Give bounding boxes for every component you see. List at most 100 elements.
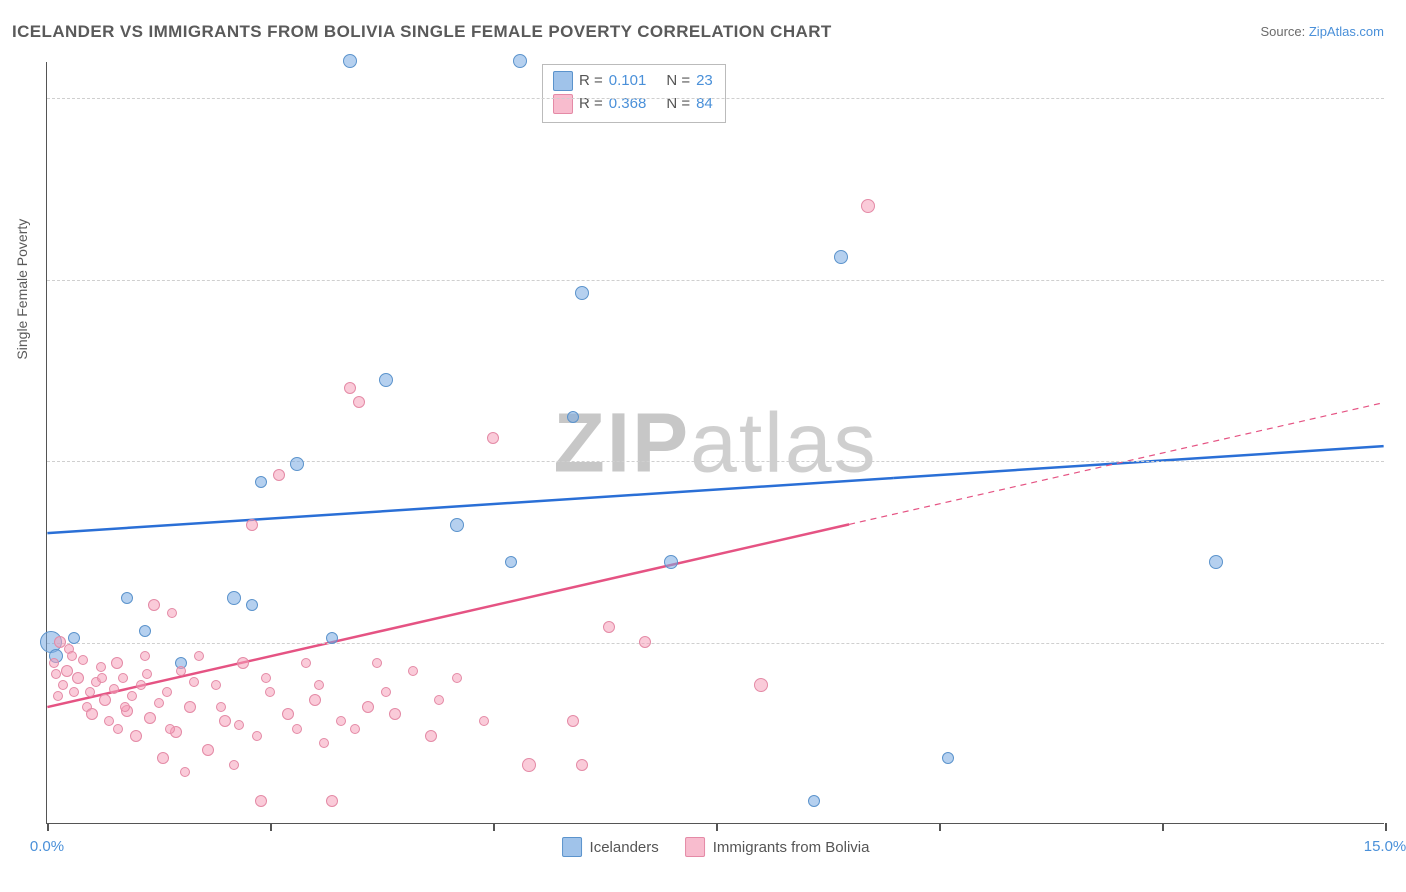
x-tick-label: 15.0% <box>1364 838 1406 855</box>
gridline <box>47 643 1384 644</box>
data-point-pink <box>336 716 346 726</box>
legend-stat-row: R = 0.368N = 84 <box>553 92 713 115</box>
legend-series: Icelanders Immigrants from Bolivia <box>562 837 870 857</box>
watermark-bold: ZIP <box>553 395 690 489</box>
x-tick <box>716 823 718 831</box>
data-point-pink <box>99 694 111 706</box>
data-point-pink <box>157 752 169 764</box>
x-tick <box>270 823 272 831</box>
data-point-pink <box>576 759 588 771</box>
data-point-blue <box>567 411 579 423</box>
data-point-pink <box>344 382 356 394</box>
x-tick <box>47 823 49 831</box>
data-point-blue <box>290 457 304 471</box>
data-point-pink <box>148 599 160 611</box>
data-point-pink <box>372 658 382 668</box>
data-point-pink <box>522 758 536 772</box>
y-tick-label: 25.0% <box>1394 634 1406 651</box>
data-point-pink <box>389 708 401 720</box>
data-point-blue <box>834 250 848 264</box>
data-point-blue <box>227 591 241 605</box>
data-point-blue <box>1209 555 1223 569</box>
data-point-pink <box>194 651 204 661</box>
data-point-pink <box>96 662 106 672</box>
data-point-pink <box>51 669 61 679</box>
data-point-pink <box>154 698 164 708</box>
data-point-pink <box>120 702 130 712</box>
data-point-pink <box>113 724 123 734</box>
data-point-blue <box>808 795 820 807</box>
data-point-pink <box>61 665 73 677</box>
data-point-pink <box>255 795 267 807</box>
data-point-pink <box>434 695 444 705</box>
data-point-pink <box>381 687 391 697</box>
data-point-pink <box>49 658 59 668</box>
data-point-pink <box>78 655 88 665</box>
data-point-pink <box>273 469 285 481</box>
data-point-pink <box>202 744 214 756</box>
source-link[interactable]: ZipAtlas.com <box>1309 24 1384 39</box>
data-point-pink <box>265 687 275 697</box>
data-point-pink <box>314 680 324 690</box>
x-tick <box>1385 823 1387 831</box>
legend-swatch <box>685 837 705 857</box>
legend-n-value: 84 <box>696 92 713 115</box>
data-point-pink <box>176 666 186 676</box>
legend-swatch <box>553 94 573 114</box>
legend-n-label: N = <box>666 92 690 115</box>
x-tick <box>493 823 495 831</box>
data-point-pink <box>261 673 271 683</box>
data-point-pink <box>487 432 499 444</box>
data-point-pink <box>69 687 79 697</box>
data-point-pink <box>237 657 249 669</box>
data-point-blue <box>664 555 678 569</box>
trend-lines <box>47 62 1384 823</box>
data-point-pink <box>111 657 123 669</box>
data-point-blue <box>246 599 258 611</box>
data-point-blue <box>575 286 589 300</box>
y-tick-label: 100.0% <box>1394 90 1406 107</box>
watermark: ZIPatlas <box>553 394 877 491</box>
data-point-pink <box>189 677 199 687</box>
data-point-pink <box>425 730 437 742</box>
data-point-pink <box>211 680 221 690</box>
data-point-pink <box>72 672 84 684</box>
data-point-pink <box>754 678 768 692</box>
data-point-pink <box>301 658 311 668</box>
data-point-pink <box>140 651 150 661</box>
y-axis-label: Single Female Poverty <box>14 219 30 360</box>
data-point-pink <box>67 651 77 661</box>
data-point-blue <box>68 632 80 644</box>
data-point-pink <box>58 680 68 690</box>
data-point-pink <box>86 708 98 720</box>
legend-series-label: Immigrants from Bolivia <box>713 839 870 856</box>
data-point-pink <box>567 715 579 727</box>
legend-r-label: R = <box>579 92 603 115</box>
data-point-blue <box>942 752 954 764</box>
data-point-pink <box>127 691 137 701</box>
data-point-pink <box>219 715 231 727</box>
legend-item: Immigrants from Bolivia <box>685 837 870 857</box>
data-point-blue <box>139 625 151 637</box>
data-point-pink <box>216 702 226 712</box>
gridline <box>47 98 1384 99</box>
y-tick-label: 75.0% <box>1394 271 1406 288</box>
data-point-pink <box>326 795 338 807</box>
data-point-pink <box>109 684 119 694</box>
legend-series-label: Icelanders <box>590 839 659 856</box>
gridline <box>47 461 1384 462</box>
data-point-pink <box>130 730 142 742</box>
legend-swatch <box>562 837 582 857</box>
watermark-light: atlas <box>690 395 877 489</box>
data-point-pink <box>162 687 172 697</box>
data-point-pink <box>362 701 374 713</box>
source-prefix: Source: <box>1260 24 1308 39</box>
data-point-pink <box>118 673 128 683</box>
legend-n-value: 23 <box>696 69 713 92</box>
plot-area: ZIPatlas R = 0.101N = 23R = 0.368N = 84 … <box>46 62 1384 824</box>
data-point-pink <box>353 396 365 408</box>
data-point-blue <box>513 54 527 68</box>
x-tick <box>1162 823 1164 831</box>
data-point-pink <box>136 680 146 690</box>
data-point-blue <box>450 518 464 532</box>
